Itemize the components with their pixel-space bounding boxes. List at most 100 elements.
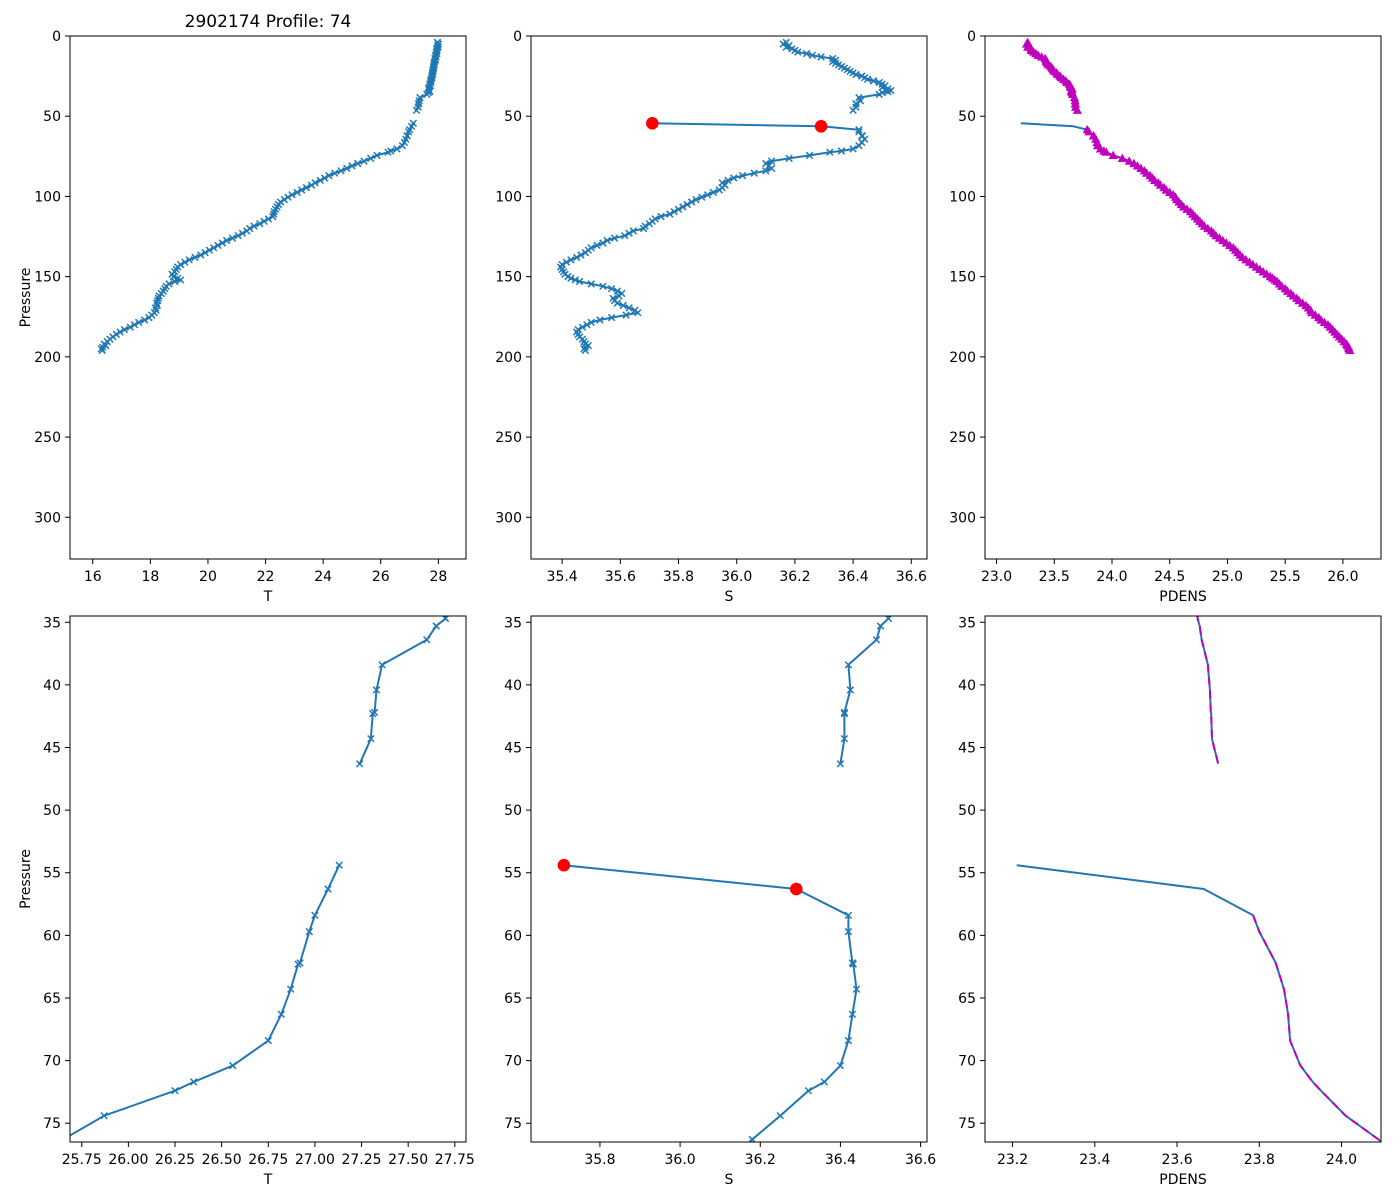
figure-title: 2902174 Profile: 74 xyxy=(185,12,352,32)
y-tick-label: 50 xyxy=(504,109,522,125)
x-point-markers xyxy=(97,38,443,355)
y-tick-label: 55 xyxy=(504,866,522,882)
x-axis-pdens-full: 23.0 23.5 24.0 24.5 25.0 25.5 26.0 PDENS xyxy=(981,559,1358,605)
y-tick-label: 40 xyxy=(958,678,976,694)
y-axis-s-full: 0 50 100 150 200 250 300 xyxy=(495,29,531,526)
profile-line xyxy=(1196,616,1220,765)
y-tick-label: 75 xyxy=(43,1116,61,1132)
axes-frame xyxy=(69,35,467,560)
x-tick-label: 27.75 xyxy=(435,1152,475,1168)
x-tick-label: 24.0 xyxy=(1326,1152,1357,1168)
y-tick-label: 45 xyxy=(958,741,976,757)
x-axis-label: S xyxy=(725,1172,734,1188)
subplot-s-full: 35.4 35.6 35.8 36.0 36.2 36.4 36.6 S 0 50 100 150 20… xyxy=(495,29,928,605)
x-tick-label: 26.50 xyxy=(202,1152,242,1168)
x-tick-label: 28 xyxy=(429,569,447,585)
y-tick-label: 50 xyxy=(958,803,976,819)
flagged-point xyxy=(814,120,828,133)
y-tick-label: 70 xyxy=(504,1054,522,1070)
y-tick-label: 200 xyxy=(949,350,976,366)
y-tick-label: 150 xyxy=(34,270,61,286)
x-tick-label: 36.6 xyxy=(905,1152,936,1168)
x-tick-label: 35.8 xyxy=(663,569,694,585)
y-axis-t-full: 0 50 100 150 200 250 300 Pressure xyxy=(18,29,70,526)
axes-frame xyxy=(984,35,1382,560)
x-tick-label: 36.0 xyxy=(665,1152,696,1168)
y-tick-label: 200 xyxy=(34,350,61,366)
adjusted-dashed-line xyxy=(1196,616,1220,765)
y-tick-label: 50 xyxy=(43,803,61,819)
x-tick-label: 24 xyxy=(314,569,332,585)
profile-line xyxy=(1016,864,1381,1142)
y-axis-s-zoom: 35 40 45 50 55 60 65 70 75 xyxy=(504,615,531,1132)
x-tick-label: 35.4 xyxy=(547,569,578,585)
profile-line xyxy=(358,616,447,765)
y-tick-label: 100 xyxy=(495,189,522,205)
x-tick-label: 20 xyxy=(199,569,217,585)
y-axis-label: Pressure xyxy=(18,268,34,328)
flagged-point xyxy=(790,882,803,896)
y-tick-label: 100 xyxy=(949,189,976,205)
y-axis-label: Pressure xyxy=(18,849,34,909)
y-tick-label: 50 xyxy=(504,803,522,819)
y-tick-label: 50 xyxy=(43,109,61,125)
y-tick-label: 60 xyxy=(958,928,976,944)
x-tick-label: 23.4 xyxy=(1079,1152,1110,1168)
series-layer xyxy=(557,616,893,1142)
x-tick-label: 23.6 xyxy=(1161,1152,1192,1168)
flagged-point xyxy=(646,117,659,130)
y-tick-label: 55 xyxy=(958,866,976,882)
x-point-markers xyxy=(560,616,893,1142)
axes-frame xyxy=(530,615,928,1143)
subplot-pdens-zoom: 23.2 23.4 23.6 23.8 24.0 PDENS 35 40 45 50 55 60 65 7… xyxy=(958,615,1382,1188)
series-layer xyxy=(556,38,895,355)
subplot-s-zoom: 35.8 36.0 36.2 36.4 36.6 S 35 40 45 50 55 60 65 70 75 xyxy=(504,615,936,1188)
y-tick-label: 300 xyxy=(949,510,976,526)
x-tick-label: 36.2 xyxy=(779,569,810,585)
y-tick-label: 65 xyxy=(958,991,976,1007)
x-axis-t-zoom: 25.75 26.00 26.25 26.50 26.75 27.00 27.25 27.50… xyxy=(62,1142,475,1188)
y-tick-label: 40 xyxy=(504,678,522,694)
profile-line xyxy=(559,122,866,352)
y-tick-label: 150 xyxy=(949,270,976,286)
x-tick-label: 24.0 xyxy=(1096,569,1127,585)
x-tick-label: 26.75 xyxy=(248,1152,288,1168)
profile-line xyxy=(563,864,858,1142)
y-tick-label: 150 xyxy=(495,270,522,286)
x-tick-label: 26.00 xyxy=(108,1152,148,1168)
flagged-point xyxy=(557,858,571,872)
y-axis-t-zoom: 35 40 45 50 55 60 65 70 75 Pressure xyxy=(18,615,70,1132)
y-tick-label: 35 xyxy=(43,615,61,631)
x-point-markers xyxy=(100,616,450,1120)
y-tick-label: 300 xyxy=(34,510,61,526)
axes-frame xyxy=(984,615,1382,1143)
x-tick-label: 25.0 xyxy=(1212,569,1243,585)
y-tick-label: 35 xyxy=(958,615,976,631)
y-tick-label: 70 xyxy=(43,1054,61,1070)
x-axis-s-full: 35.4 35.6 35.8 36.0 36.2 36.4 36.6 S xyxy=(547,559,927,605)
series-layer xyxy=(1016,616,1381,1142)
x-tick-label: 35.6 xyxy=(605,569,636,585)
y-tick-label: 65 xyxy=(504,991,522,1007)
y-tick-label: 0 xyxy=(52,29,61,45)
y-tick-label: 70 xyxy=(958,1054,976,1070)
x-tick-label: 16 xyxy=(84,569,102,585)
x-tick-label: 36.4 xyxy=(825,1152,856,1168)
x-tick-label: 26.0 xyxy=(1327,569,1358,585)
profile-line xyxy=(839,616,891,764)
x-tick-label: 18 xyxy=(141,569,159,585)
x-tick-label: 23.0 xyxy=(981,569,1012,585)
x-tick-label: 22 xyxy=(257,569,275,585)
y-tick-label: 45 xyxy=(504,741,522,757)
y-tick-label: 250 xyxy=(34,430,61,446)
axes-frame xyxy=(530,35,928,560)
x-axis-label: T xyxy=(263,1172,273,1188)
series-layer xyxy=(97,38,443,355)
x-tick-label: 23.8 xyxy=(1244,1152,1275,1168)
x-tick-label: 23.2 xyxy=(997,1152,1028,1168)
x-axis-label: T xyxy=(263,589,273,605)
y-tick-label: 60 xyxy=(43,928,61,944)
x-tick-label: 26 xyxy=(372,569,390,585)
